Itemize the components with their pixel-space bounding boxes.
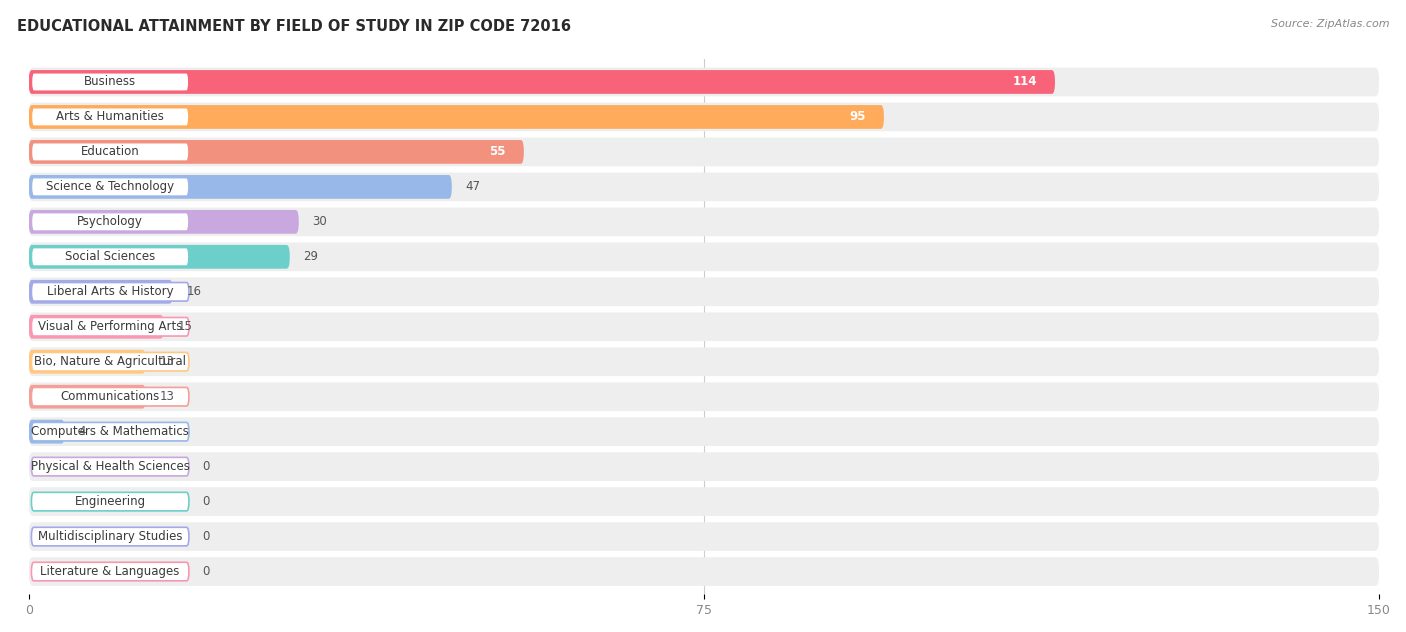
FancyBboxPatch shape	[28, 243, 1379, 271]
Text: 13: 13	[159, 390, 174, 403]
Text: EDUCATIONAL ATTAINMENT BY FIELD OF STUDY IN ZIP CODE 72016: EDUCATIONAL ATTAINMENT BY FIELD OF STUDY…	[17, 19, 571, 34]
FancyBboxPatch shape	[31, 317, 188, 336]
FancyBboxPatch shape	[31, 562, 188, 581]
Text: Bio, Nature & Agricultural: Bio, Nature & Agricultural	[34, 355, 186, 368]
Text: 114: 114	[1012, 75, 1038, 88]
Text: 15: 15	[177, 320, 193, 333]
FancyBboxPatch shape	[28, 173, 1379, 201]
Text: 30: 30	[312, 216, 328, 228]
Text: Source: ZipAtlas.com: Source: ZipAtlas.com	[1271, 19, 1389, 29]
Text: 16: 16	[186, 285, 201, 298]
Text: 47: 47	[465, 180, 481, 193]
FancyBboxPatch shape	[28, 312, 1379, 341]
Text: 55: 55	[489, 145, 506, 159]
FancyBboxPatch shape	[28, 315, 163, 339]
FancyBboxPatch shape	[28, 382, 1379, 411]
FancyBboxPatch shape	[28, 350, 146, 374]
FancyBboxPatch shape	[31, 107, 188, 126]
FancyBboxPatch shape	[28, 175, 451, 199]
Text: Multidisciplinary Studies: Multidisciplinary Studies	[38, 530, 183, 543]
FancyBboxPatch shape	[28, 417, 1379, 446]
Text: Computers & Mathematics: Computers & Mathematics	[31, 425, 188, 438]
Text: 29: 29	[304, 250, 318, 264]
FancyBboxPatch shape	[31, 212, 188, 231]
FancyBboxPatch shape	[28, 102, 1379, 131]
Text: Science & Technology: Science & Technology	[46, 180, 174, 193]
Text: Psychology: Psychology	[77, 216, 143, 228]
FancyBboxPatch shape	[28, 277, 1379, 306]
Text: Arts & Humanities: Arts & Humanities	[56, 111, 165, 123]
FancyBboxPatch shape	[28, 385, 146, 409]
FancyBboxPatch shape	[31, 422, 188, 441]
FancyBboxPatch shape	[28, 140, 524, 164]
FancyBboxPatch shape	[28, 280, 173, 304]
FancyBboxPatch shape	[31, 387, 188, 406]
Text: 0: 0	[202, 460, 209, 473]
FancyBboxPatch shape	[31, 458, 188, 476]
Text: Visual & Performing Arts: Visual & Performing Arts	[38, 320, 183, 333]
FancyBboxPatch shape	[31, 353, 188, 371]
FancyBboxPatch shape	[28, 68, 1379, 96]
Text: Social Sciences: Social Sciences	[65, 250, 155, 264]
FancyBboxPatch shape	[31, 178, 188, 196]
FancyBboxPatch shape	[31, 492, 188, 511]
Text: 13: 13	[159, 355, 174, 368]
FancyBboxPatch shape	[28, 207, 1379, 236]
Text: Education: Education	[80, 145, 139, 159]
Text: 0: 0	[202, 565, 209, 578]
FancyBboxPatch shape	[28, 348, 1379, 376]
Text: Liberal Arts & History: Liberal Arts & History	[46, 285, 173, 298]
FancyBboxPatch shape	[28, 105, 884, 129]
Text: 0: 0	[202, 495, 209, 508]
FancyBboxPatch shape	[31, 283, 188, 301]
Text: Physical & Health Sciences: Physical & Health Sciences	[31, 460, 190, 473]
Text: Engineering: Engineering	[75, 495, 146, 508]
FancyBboxPatch shape	[31, 73, 188, 91]
FancyBboxPatch shape	[28, 70, 1054, 94]
FancyBboxPatch shape	[28, 557, 1379, 586]
FancyBboxPatch shape	[28, 453, 1379, 481]
FancyBboxPatch shape	[31, 527, 188, 546]
Text: 0: 0	[202, 530, 209, 543]
Text: 4: 4	[79, 425, 86, 438]
FancyBboxPatch shape	[28, 420, 65, 444]
FancyBboxPatch shape	[28, 138, 1379, 166]
FancyBboxPatch shape	[31, 248, 188, 266]
Text: Business: Business	[84, 75, 136, 88]
Text: Literature & Languages: Literature & Languages	[41, 565, 180, 578]
FancyBboxPatch shape	[28, 245, 290, 269]
FancyBboxPatch shape	[28, 487, 1379, 516]
FancyBboxPatch shape	[28, 210, 298, 234]
FancyBboxPatch shape	[31, 143, 188, 161]
Text: 95: 95	[849, 111, 866, 123]
FancyBboxPatch shape	[28, 522, 1379, 551]
Text: Communications: Communications	[60, 390, 160, 403]
